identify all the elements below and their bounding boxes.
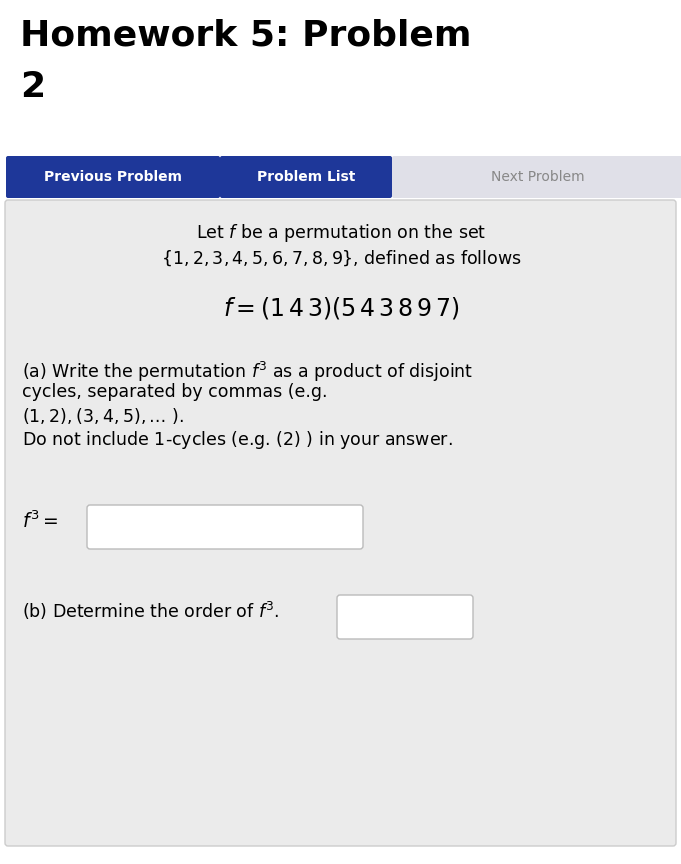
FancyBboxPatch shape: [5, 200, 676, 846]
Text: Problem List: Problem List: [257, 170, 355, 184]
Text: $(1, 2), (3, 4, 5), \ldots$ ).: $(1, 2), (3, 4, 5), \ldots$ ).: [22, 406, 185, 426]
Text: $f = (1\,4\,3)(5\,4\,3\,8\,9\,7)$: $f = (1\,4\,3)(5\,4\,3\,8\,9\,7)$: [223, 295, 459, 321]
Text: 2: 2: [20, 70, 45, 104]
Text: cycles, separated by commas (e.g.: cycles, separated by commas (e.g.: [22, 383, 328, 401]
Text: $f^3 =$: $f^3 =$: [22, 510, 59, 531]
FancyBboxPatch shape: [337, 595, 473, 639]
FancyBboxPatch shape: [6, 156, 220, 198]
FancyBboxPatch shape: [392, 156, 681, 198]
FancyBboxPatch shape: [220, 156, 392, 198]
Text: $\{1, 2, 3, 4, 5, 6, 7, 8, 9\}$, defined as follows: $\{1, 2, 3, 4, 5, 6, 7, 8, 9\}$, defined…: [161, 248, 521, 268]
Text: Homework 5: Problem: Homework 5: Problem: [20, 18, 471, 52]
FancyBboxPatch shape: [87, 505, 363, 549]
Text: (b) Determine the order of $f^3$.: (b) Determine the order of $f^3$.: [22, 600, 280, 622]
Text: Next Problem: Next Problem: [491, 170, 584, 184]
Text: Do not include 1-cycles (e.g. $(2)$ ) in your answer.: Do not include 1-cycles (e.g. $(2)$ ) in…: [22, 429, 453, 451]
Text: Let $f$ be a permutation on the set: Let $f$ be a permutation on the set: [196, 222, 486, 244]
Text: (a) Write the permutation $f^3$ as a product of disjoint: (a) Write the permutation $f^3$ as a pro…: [22, 360, 473, 384]
Text: Previous Problem: Previous Problem: [44, 170, 182, 184]
